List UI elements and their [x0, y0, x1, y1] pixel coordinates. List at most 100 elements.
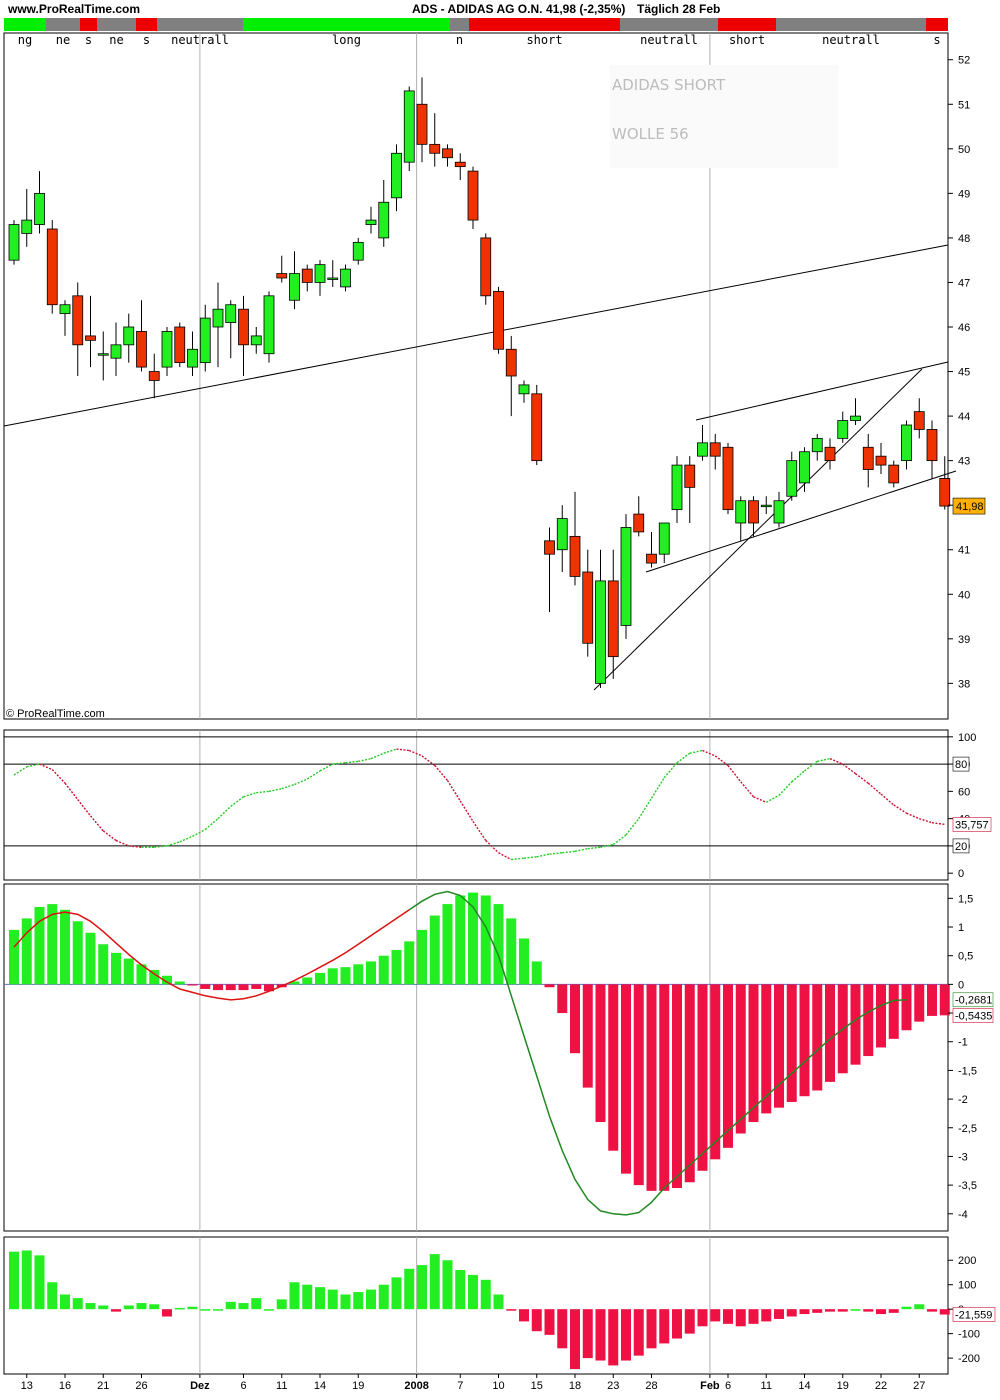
- momentum-bar: [455, 1270, 466, 1310]
- candle-up: [378, 201, 390, 239]
- candle-down: [174, 326, 186, 364]
- macd-bar: [774, 984, 784, 1108]
- macd-bar: [633, 984, 644, 1186]
- x-tick-label: 14: [798, 1380, 810, 1392]
- candle-up: [161, 331, 173, 368]
- momentum-bar: [238, 1303, 249, 1310]
- stochastic-segment: [332, 762, 346, 765]
- stochastic-segment: [472, 820, 487, 841]
- price-y-label: 46: [958, 322, 970, 334]
- macd-y-label: -2: [958, 1094, 968, 1106]
- stochastic-level-box: [952, 756, 970, 772]
- candle-down: [569, 535, 581, 577]
- candle-up: [799, 451, 810, 484]
- macd-bar: [684, 984, 695, 1183]
- macd-hist-label: -0,5435: [955, 1011, 992, 1023]
- candle-down: [136, 331, 147, 368]
- macd-bar: [225, 984, 236, 991]
- signal-segment: [97, 18, 136, 31]
- candle-up: [250, 335, 262, 346]
- momentum-bar: [812, 1309, 823, 1313]
- price-y-label: 38: [958, 678, 970, 690]
- momentum-bar: [633, 1309, 644, 1356]
- momentum-bar: [289, 1282, 300, 1310]
- macd-bar: [506, 918, 517, 985]
- candle-down: [709, 442, 721, 457]
- momentum-bar: [888, 1309, 899, 1313]
- momentum-bar: [366, 1289, 376, 1310]
- momentum-bar: [735, 1309, 746, 1327]
- momentum-bar: [98, 1305, 109, 1310]
- momentum-bar: [825, 1309, 835, 1312]
- momentum-bar: [608, 1309, 619, 1366]
- macd-bar: [404, 941, 415, 985]
- momentum-value-box: [952, 1307, 996, 1322]
- macd-bar: [174, 981, 185, 985]
- momentum-bar: [927, 1309, 937, 1312]
- momentum-bar: [914, 1304, 925, 1310]
- macd-hist-box: [952, 1008, 994, 1023]
- macd-y-label: -1,5: [958, 1065, 977, 1077]
- candle-up: [225, 304, 237, 323]
- signal-label: ne: [109, 33, 123, 47]
- signal-segment: [243, 18, 450, 31]
- stochastic-segment: [638, 797, 653, 820]
- signal-label: s: [85, 33, 92, 47]
- macd-y-label: -4: [958, 1209, 968, 1221]
- stochastic-level-box: [952, 838, 970, 854]
- stochastic-segment: [600, 843, 614, 848]
- macd-bar: [429, 915, 440, 985]
- signal-label: s: [143, 33, 150, 47]
- signal-label: ng: [18, 33, 32, 47]
- candle-down: [888, 464, 900, 484]
- momentum-bar: [47, 1282, 58, 1310]
- macd-bar: [47, 904, 58, 985]
- macd-bar: [812, 984, 823, 1091]
- macd-bar: [9, 929, 19, 985]
- momentum-bar: [200, 1309, 211, 1311]
- candle-up: [59, 304, 71, 315]
- price-y-label: 45: [958, 367, 970, 379]
- candle-up: [34, 192, 45, 225]
- price-y-label: 44: [958, 411, 970, 423]
- candle-down: [607, 580, 619, 658]
- momentum-bar: [901, 1306, 912, 1310]
- momentum-bar: [111, 1309, 121, 1312]
- signal-label: s: [933, 33, 940, 47]
- signal-label: ne: [56, 33, 70, 47]
- signal-segment: [926, 18, 948, 31]
- macd-bar: [888, 984, 899, 1039]
- stochastic-segment: [102, 830, 117, 842]
- stochastic-segment: [867, 782, 882, 795]
- stochastic-segment: [179, 835, 193, 843]
- momentum-bar: [60, 1294, 70, 1310]
- stochastic-segment: [778, 781, 793, 796]
- candle-up: [518, 384, 530, 395]
- momentum-bar: [276, 1299, 287, 1310]
- signal-segment: [46, 18, 80, 31]
- signal-strip: ng ne s ne s neutrall long n short neutrall short n…: [4, 18, 948, 47]
- candle-down: [531, 393, 543, 462]
- annotation-line-1: ADIDAS SHORT: [612, 76, 726, 94]
- macd-bar: [302, 977, 313, 985]
- stochastic-segment: [791, 770, 805, 783]
- stochastic-segment: [345, 760, 359, 764]
- signal-label: long: [332, 33, 361, 47]
- momentum-bar: [761, 1309, 772, 1322]
- candle-up: [289, 273, 300, 301]
- macd-bar: [340, 967, 351, 985]
- candle-up: [327, 277, 339, 280]
- macd-y-label: 1,5: [958, 893, 973, 905]
- macd-y-label: 0,5: [958, 951, 973, 963]
- macd-bar: [136, 964, 147, 985]
- long-trendline: [3, 244, 949, 427]
- stochastic-segment: [319, 763, 334, 772]
- macd-y-label: -3,5: [958, 1180, 977, 1192]
- stochastic-value-label: 35,757: [955, 819, 989, 831]
- x-axis: 13 16 21 26 Dez 6 11 14 19 2008 7 10 15 18 23 28 Feb 6 11 1…: [21, 1374, 925, 1392]
- candle-up: [620, 527, 632, 626]
- macd-bar: [621, 984, 631, 1174]
- candle-up: [901, 424, 912, 462]
- momentum-y-label: -200: [958, 1353, 980, 1365]
- signal-segment: [776, 18, 926, 31]
